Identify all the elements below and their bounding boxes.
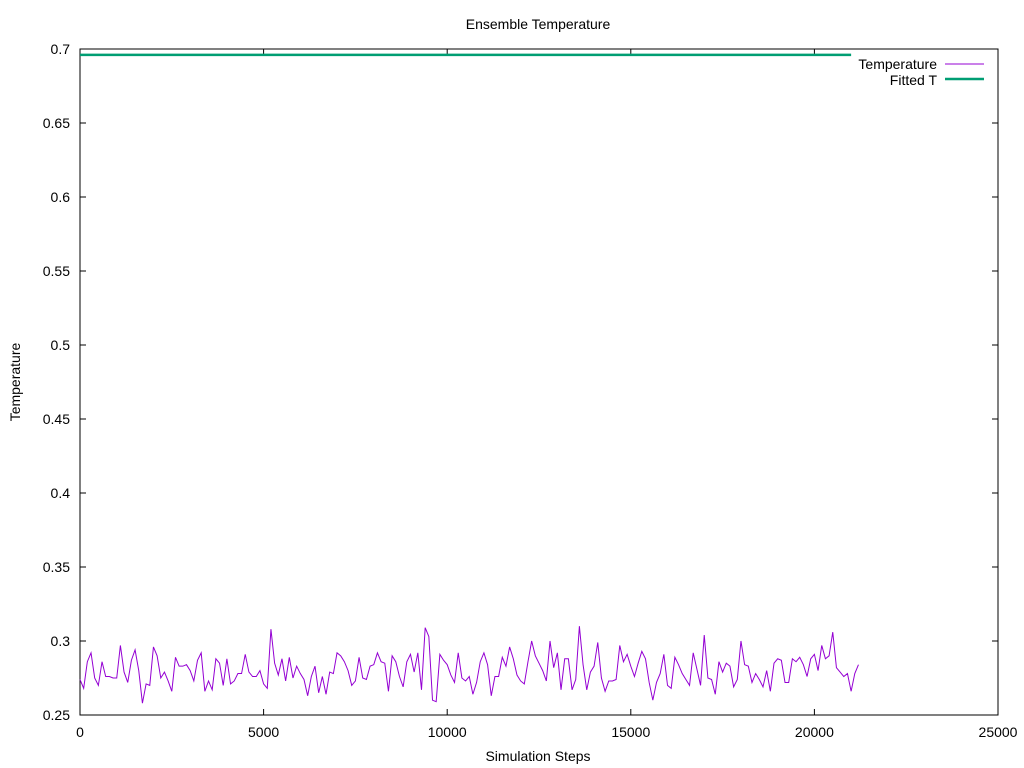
- series-line-temperature: [79, 626, 859, 704]
- y-tick-label: 0.35: [43, 559, 70, 575]
- x-tick-label: 0: [76, 724, 84, 740]
- legend: Temperature Fitted T: [858, 56, 984, 88]
- y-tick-label: 0.6: [51, 189, 71, 205]
- y-tick-label: 0.5: [51, 337, 71, 353]
- x-tick-label: 20000: [795, 724, 834, 740]
- y-tick-label: 0.4: [51, 485, 71, 501]
- x-tick-label: 10000: [428, 724, 467, 740]
- y-tick-label: 0.25: [43, 707, 70, 723]
- y-tick-label: 0.3: [51, 633, 71, 649]
- series-layer: [79, 53, 859, 704]
- x-axis: 0 5000 10000 15000 20000 25000: [76, 49, 1018, 740]
- y-axis-label: Temperature: [7, 342, 23, 421]
- x-axis-label: Simulation Steps: [485, 748, 590, 764]
- y-tick-label: 0.65: [43, 115, 70, 131]
- x-tick-label: 15000: [611, 724, 650, 740]
- y-tick-label: 0.45: [43, 411, 70, 427]
- legend-label-fitted-t: Fitted T: [890, 72, 938, 88]
- x-tick-label: 5000: [248, 724, 279, 740]
- legend-label-temperature: Temperature: [858, 56, 937, 72]
- y-tick-label: 0.7: [51, 41, 71, 57]
- chart-title: Ensemble Temperature: [466, 16, 611, 32]
- x-tick-label: 25000: [979, 724, 1018, 740]
- plot-frame: [79, 48, 999, 716]
- y-tick-label: 0.55: [43, 263, 70, 279]
- y-axis: 0.25 0.3 0.35 0.4 0.45 0.5 0.55 0.6 0.65 0.7: [43, 41, 998, 723]
